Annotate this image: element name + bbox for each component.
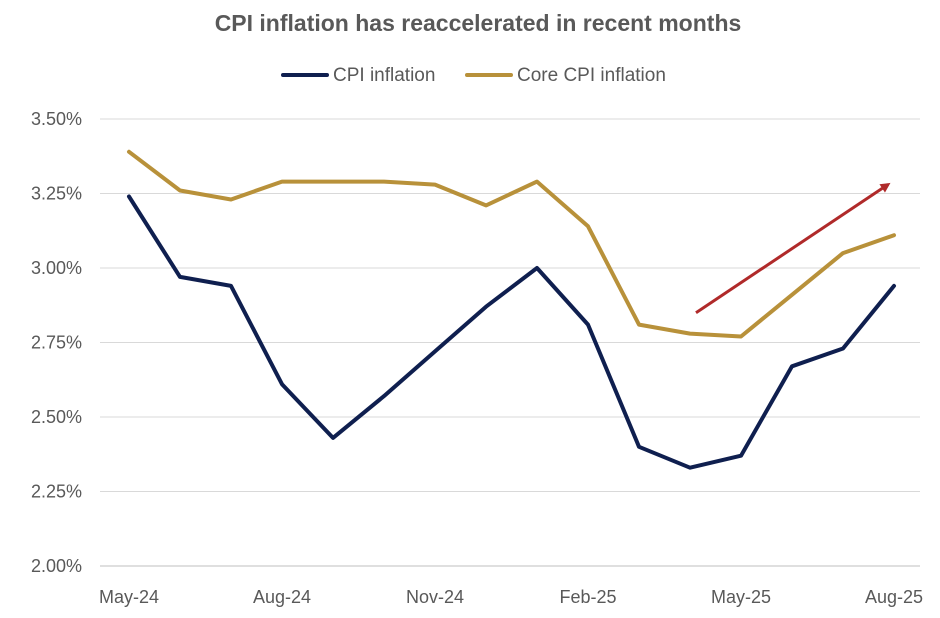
series-group [127,149,896,470]
trend-arrow [695,182,891,314]
y-tick-label: 2.50% [31,407,82,427]
x-tick-label: May-24 [99,587,159,607]
gridlines [100,118,920,567]
x-tick-label: Feb-25 [559,587,616,607]
series-line-core-cpi-inflation [127,149,896,339]
series-line-cpi-inflation [127,194,896,470]
y-tick-label: 3.50% [31,109,82,129]
y-tick-label: 3.00% [31,258,82,278]
y-tick-label: 2.75% [31,333,82,353]
y-axis: 2.00% 2.25% 2.50% 2.75% 3.00% 3.25% 3.50% [31,109,82,576]
x-axis: May-24 Aug-24 Nov-24 Feb-25 May-25 Aug-25 [99,587,923,607]
legend-label-core-cpi-inflation: Core CPI inflation [517,65,666,86]
y-tick-label: 2.00% [31,556,82,576]
y-tick-label: 3.25% [31,184,82,204]
x-tick-label: Aug-24 [253,587,311,607]
y-tick-label: 2.25% [31,482,82,502]
legend-label-cpi-inflation: CPI inflation [333,65,435,86]
annotations [695,182,891,314]
chart-title: CPI inflation has reaccelerated in recen… [215,10,742,36]
x-tick-label: Nov-24 [406,587,464,607]
x-tick-label: Aug-25 [865,587,923,607]
x-tick-label: May-25 [711,587,771,607]
legend: CPI inflation Core CPI inflation [281,65,666,86]
